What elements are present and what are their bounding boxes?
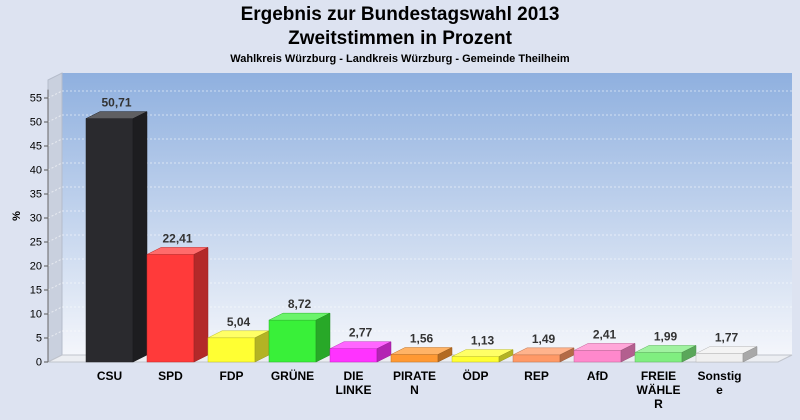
y-tick-label: 25 xyxy=(30,237,42,249)
bar xyxy=(268,319,317,363)
y-tick-label: 40 xyxy=(30,165,42,177)
bar xyxy=(146,254,195,363)
y-tick-label: 30 xyxy=(30,213,42,225)
y-tick-label: 55 xyxy=(30,93,42,105)
y-tick-label: 45 xyxy=(30,141,42,153)
data-label: 1,99 xyxy=(654,329,678,343)
bar xyxy=(634,352,683,363)
bar-side xyxy=(193,247,209,363)
x-tick-label: PIRATE xyxy=(393,369,436,383)
data-label: 5,04 xyxy=(227,315,251,329)
y-tick-label: 0 xyxy=(36,357,42,369)
x-tick-label: FDP xyxy=(220,369,244,383)
gridline-side xyxy=(47,186,63,195)
x-tick-label: R xyxy=(654,397,663,411)
y-tick-label: 20 xyxy=(30,261,42,273)
gridline-side xyxy=(47,258,63,267)
x-tick-label: N xyxy=(410,383,419,397)
bar-side xyxy=(132,111,148,363)
y-tick-label: 15 xyxy=(30,285,42,297)
y-tick-label: 50 xyxy=(30,117,42,129)
data-label: 1,77 xyxy=(715,331,739,345)
y-axis-label: % xyxy=(11,211,23,221)
bar xyxy=(390,354,439,363)
chart-caption: Wahlkreis Würzburg - Landkreis Würzburg … xyxy=(230,53,570,65)
chart-title: Ergebnis zur Bundestagswahl 2013 xyxy=(240,4,560,25)
bar xyxy=(207,337,256,363)
y-tick-label: 35 xyxy=(30,189,42,201)
x-tick-label: WÄHLE xyxy=(637,382,681,397)
bar-side xyxy=(437,347,453,363)
x-tick-label: Sonstig xyxy=(698,369,742,383)
gridline-side xyxy=(47,306,63,315)
data-label: 1,49 xyxy=(532,332,556,346)
bar xyxy=(512,354,561,363)
data-label: 50,71 xyxy=(101,96,131,110)
bar xyxy=(695,353,744,363)
x-tick-label: DIE xyxy=(343,369,363,383)
x-tick-label: LINKE xyxy=(336,383,372,397)
data-label: 2,77 xyxy=(349,326,373,340)
x-tick-label: AfD xyxy=(587,369,609,383)
data-label: 22,41 xyxy=(162,231,192,245)
gridline-side xyxy=(47,210,63,219)
gridline-side xyxy=(47,90,63,99)
chart-subtitle: Zweitstimmen in Prozent xyxy=(288,28,512,49)
x-tick-label: e xyxy=(716,383,723,397)
bar-side xyxy=(315,312,331,363)
gridline-side xyxy=(47,138,63,147)
bar xyxy=(573,350,622,363)
gridline-side xyxy=(47,162,63,171)
bar-side xyxy=(742,346,758,363)
x-tick-label: SPD xyxy=(158,369,183,383)
data-label: 2,41 xyxy=(593,327,617,341)
bar xyxy=(329,348,378,363)
y-tick-label: 10 xyxy=(30,309,42,321)
y-tick-label: 5 xyxy=(36,333,42,345)
bar xyxy=(451,356,500,363)
data-label: 1,13 xyxy=(471,334,495,348)
x-tick-label: ÖDP xyxy=(462,368,488,383)
bar xyxy=(85,118,134,363)
gridline-side xyxy=(47,234,63,243)
data-label: 8,72 xyxy=(288,297,312,311)
gridline-side xyxy=(47,330,63,339)
x-tick-label: REP xyxy=(524,369,549,383)
x-tick-label: FREIE xyxy=(641,369,676,383)
data-label: 1,56 xyxy=(410,332,434,346)
gridline-side xyxy=(47,114,63,123)
x-tick-label: CSU xyxy=(97,369,122,383)
gridline-side xyxy=(47,282,63,291)
x-tick-label: GRÜNE xyxy=(271,368,314,383)
